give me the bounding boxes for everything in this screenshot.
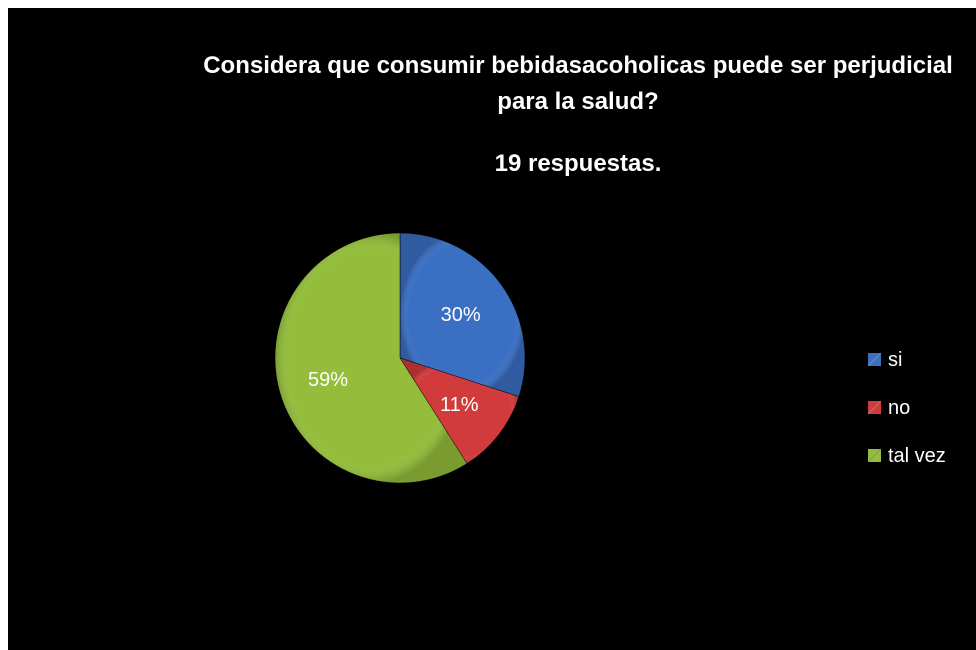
pie-chart: 30% 11% 59% [274, 232, 526, 484]
chart-title: Considera que consumir bebidasacoholicas… [203, 52, 953, 115]
data-label-si: 30% [441, 304, 481, 326]
legend-swatch-si [868, 353, 881, 366]
data-label-no: 11% [440, 394, 479, 416]
pie-slice-shade-no [400, 358, 519, 464]
chart-subtitle: 19 respuestas. [494, 150, 662, 177]
legend-swatch-no [868, 401, 881, 414]
pie-slice-labels: 30% 11% 59% [308, 304, 481, 416]
pie-slice-shade-tal-vez [275, 233, 467, 484]
legend-label-no: no [888, 397, 911, 419]
legend-swatch-tal-vez [868, 449, 881, 462]
data-label-tal-vez: 59% [308, 369, 348, 391]
chart-area: Considera que consumir bebidasacoholicas… [8, 8, 976, 650]
legend-label-tal-vez: tal vez [888, 445, 946, 467]
pie-slice-shade-si [400, 233, 525, 397]
pie-slices [274, 232, 526, 484]
legend-label-si: si [888, 349, 903, 371]
